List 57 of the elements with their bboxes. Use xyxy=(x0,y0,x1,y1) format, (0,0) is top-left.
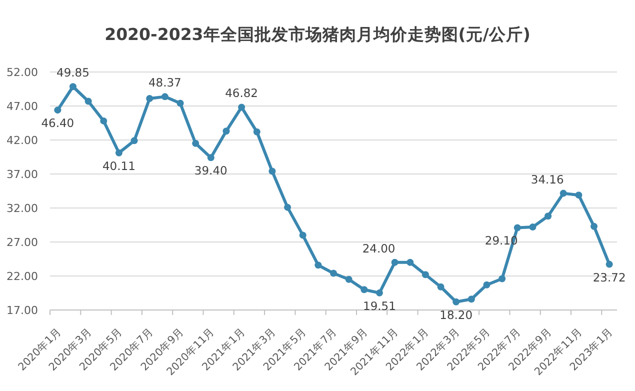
point xyxy=(498,275,506,282)
point xyxy=(222,128,230,135)
point xyxy=(514,224,521,232)
y-tick-label: 17.00 xyxy=(6,304,38,317)
point xyxy=(360,286,368,294)
point xyxy=(161,93,168,100)
point xyxy=(84,98,92,105)
point xyxy=(146,95,154,102)
point xyxy=(314,262,322,269)
y-tick-label: 27.00 xyxy=(6,236,38,249)
data-label: 34.16 xyxy=(530,172,564,186)
y-tick-label: 22.00 xyxy=(6,270,38,283)
point xyxy=(606,260,613,268)
point xyxy=(130,137,138,144)
point xyxy=(452,298,460,306)
point xyxy=(115,149,122,156)
point xyxy=(406,258,414,266)
data-label: 23.72 xyxy=(592,270,626,284)
data-label: 49.85 xyxy=(56,66,90,80)
point xyxy=(238,104,246,111)
data-label: 24.00 xyxy=(362,241,396,256)
point xyxy=(207,154,214,162)
point xyxy=(192,140,200,147)
y-tick-label: 42.00 xyxy=(6,134,38,147)
point xyxy=(560,190,567,197)
data-label: 48.37 xyxy=(148,76,182,90)
point xyxy=(176,100,184,107)
data-label: 46.82 xyxy=(225,86,258,100)
data-label: 19.51 xyxy=(363,298,396,313)
point xyxy=(437,283,444,290)
point xyxy=(69,83,76,90)
point xyxy=(529,224,536,231)
y-tick-label: 52.00 xyxy=(6,66,38,79)
chart-title: 2020-2023年全国批发市场猪肉月均价走势图(元/公斤) xyxy=(104,25,530,44)
point xyxy=(544,212,552,220)
data-label: 18.20 xyxy=(440,308,473,322)
point xyxy=(284,204,292,211)
point xyxy=(575,192,582,199)
point xyxy=(468,296,475,303)
data-label: 40.11 xyxy=(102,158,136,173)
point xyxy=(391,258,398,266)
point xyxy=(54,106,62,114)
point xyxy=(330,270,337,277)
point xyxy=(268,168,276,175)
point xyxy=(483,281,490,288)
point xyxy=(422,271,429,278)
point xyxy=(590,222,598,230)
point xyxy=(253,128,260,136)
data-label: 46.40 xyxy=(41,116,74,130)
point xyxy=(345,276,352,283)
point xyxy=(299,232,306,239)
point xyxy=(376,289,383,296)
y-tick-label: 47.00 xyxy=(6,100,38,113)
data-label: 39.40 xyxy=(194,164,228,178)
y-tick-label: 37.00 xyxy=(6,168,38,181)
y-tick-label: 32.00 xyxy=(6,202,38,215)
point xyxy=(100,117,108,124)
